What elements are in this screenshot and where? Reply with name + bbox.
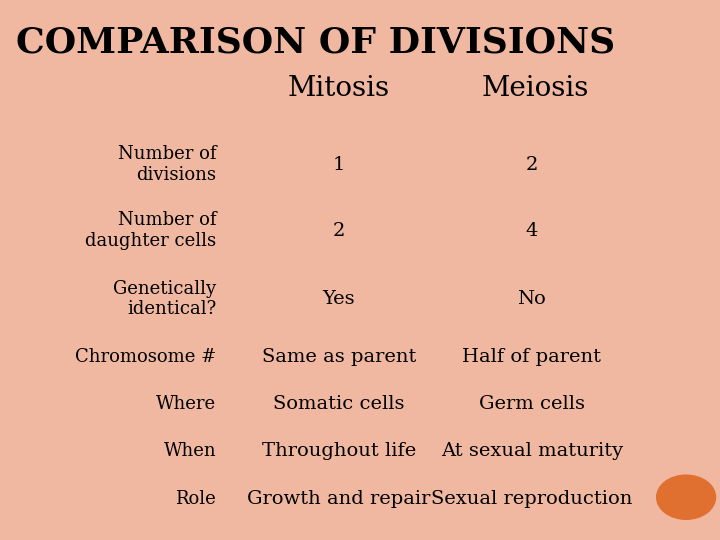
Text: 1: 1 (333, 156, 345, 174)
Text: Growth and repair: Growth and repair (247, 490, 431, 508)
Text: Throughout life: Throughout life (262, 442, 416, 461)
Text: Meiosis: Meiosis (482, 75, 589, 102)
Text: Where: Where (156, 395, 216, 413)
Text: Genetically
identical?: Genetically identical? (113, 280, 216, 318)
Text: Mitosis: Mitosis (288, 75, 390, 102)
Text: Role: Role (176, 490, 216, 508)
Text: COMPARISON OF DIVISIONS: COMPARISON OF DIVISIONS (17, 25, 616, 59)
Text: Germ cells: Germ cells (479, 395, 585, 413)
Text: Sexual reproduction: Sexual reproduction (431, 490, 632, 508)
Text: Number of
divisions: Number of divisions (118, 145, 216, 184)
Text: Half of parent: Half of parent (462, 348, 601, 366)
Text: Chromosome #: Chromosome # (75, 348, 216, 366)
Text: 2: 2 (333, 221, 345, 240)
Text: At sexual maturity: At sexual maturity (441, 442, 623, 461)
Text: No: No (518, 290, 546, 308)
Text: Number of
daughter cells: Number of daughter cells (85, 211, 216, 250)
Text: Yes: Yes (323, 290, 355, 308)
Text: 4: 4 (526, 221, 538, 240)
Text: Somatic cells: Somatic cells (273, 395, 405, 413)
Circle shape (657, 475, 716, 519)
Text: When: When (163, 442, 216, 461)
Text: 2: 2 (526, 156, 538, 174)
Text: Same as parent: Same as parent (262, 348, 416, 366)
